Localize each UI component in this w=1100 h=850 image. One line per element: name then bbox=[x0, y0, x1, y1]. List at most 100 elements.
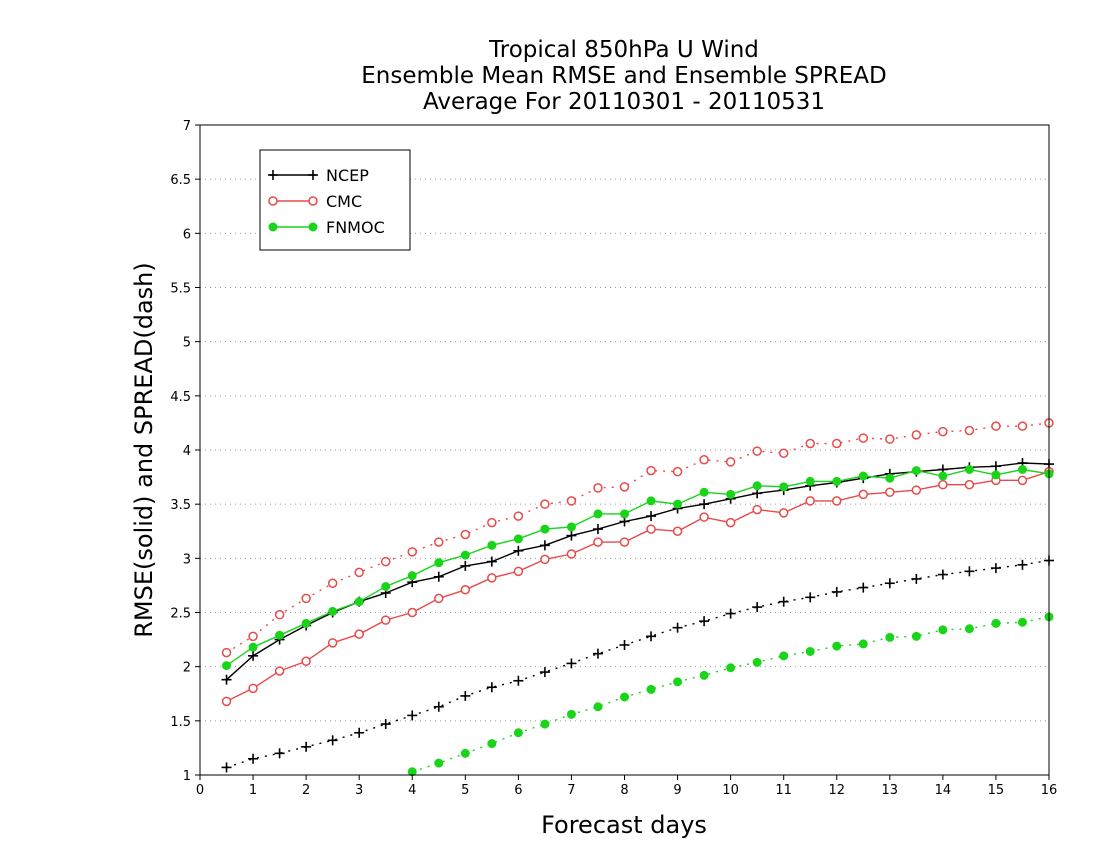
ncep-rmse-point bbox=[699, 499, 710, 510]
cmc-spread-point bbox=[752, 446, 762, 456]
y-tick-label: 3.5 bbox=[170, 498, 191, 513]
fnmoc-rmse-point bbox=[938, 471, 948, 481]
cmc-spread-point bbox=[672, 466, 683, 477]
ncep-rmse-line bbox=[226, 462, 1050, 681]
ncep-spread-point bbox=[699, 616, 710, 627]
fnmoc-spread-point bbox=[434, 758, 444, 768]
x-tick-label: 3 bbox=[355, 783, 363, 798]
legend-marker-fnmoc bbox=[308, 222, 318, 232]
cmc-spread-point bbox=[354, 567, 364, 578]
cmc-rmse-point bbox=[885, 487, 895, 497]
ncep-rmse-point bbox=[460, 560, 471, 571]
cmc-rmse-point bbox=[1017, 475, 1028, 486]
cmc-spread-point bbox=[248, 631, 258, 642]
fnmoc-rmse-point bbox=[407, 571, 417, 581]
cmc-rmse-point bbox=[513, 566, 524, 577]
fnmoc-rmse-point bbox=[275, 630, 285, 640]
x-tick-label: 9 bbox=[673, 783, 681, 798]
fnmoc-rmse-point bbox=[805, 476, 815, 486]
fnmoc-rmse-point bbox=[487, 540, 497, 550]
legend-marker-cmc bbox=[268, 196, 278, 206]
cmc-rmse-point bbox=[858, 489, 869, 500]
cmc-rmse-point bbox=[699, 512, 709, 522]
y-tick-label: 6 bbox=[183, 227, 191, 242]
x-tick-label: 0 bbox=[196, 783, 204, 798]
ncep-rmse-point bbox=[513, 545, 524, 556]
x-tick-label: 7 bbox=[567, 783, 575, 798]
fnmoc-spread-line bbox=[412, 616, 1050, 773]
ncep-spread-point bbox=[301, 741, 312, 752]
ncep-spread-point bbox=[778, 596, 789, 607]
ncep-spread-point bbox=[274, 748, 285, 759]
cmc-rmse-point bbox=[460, 585, 471, 595]
legend: NCEP CMC FNMOC bbox=[259, 149, 411, 251]
fnmoc-rmse-point bbox=[964, 465, 974, 474]
ncep-spread-point bbox=[486, 682, 497, 693]
legend-marker-fnmoc bbox=[268, 222, 278, 232]
ncep-rmse-point bbox=[592, 524, 603, 535]
cmc-rmse-point bbox=[778, 508, 789, 518]
ncep-spread-point bbox=[752, 602, 763, 613]
x-tick-label: 13 bbox=[882, 783, 899, 798]
ncep-spread-point bbox=[380, 719, 391, 730]
ncep-rmse-point bbox=[486, 556, 497, 567]
plot-series bbox=[221, 418, 1054, 777]
fnmoc-rmse-point bbox=[779, 482, 789, 492]
ncep-spread-point bbox=[964, 566, 975, 577]
fnmoc-rmse-point bbox=[301, 618, 311, 628]
fnmoc-spread-point bbox=[752, 657, 762, 667]
cmc-rmse-point bbox=[380, 615, 391, 625]
ncep-spread-point bbox=[990, 563, 1001, 574]
x-tick-label: 2 bbox=[302, 783, 310, 798]
ncep-spread-point bbox=[937, 569, 948, 580]
ncep-rmse-point bbox=[990, 461, 1001, 472]
cmc-spread-point bbox=[513, 511, 524, 521]
x-tick-label: 4 bbox=[408, 783, 416, 798]
cmc-spread-point bbox=[805, 438, 815, 449]
cmc-rmse-point bbox=[964, 479, 975, 490]
ncep-spread-line bbox=[226, 559, 1050, 769]
cmc-spread-point bbox=[938, 426, 948, 437]
fnmoc-rmse-point bbox=[434, 558, 444, 568]
cmc-rmse-point bbox=[221, 696, 232, 707]
fnmoc-spread-point bbox=[832, 641, 842, 651]
cmc-spread-point bbox=[540, 499, 550, 509]
y-tick-label: 5 bbox=[183, 336, 191, 351]
cmc-spread-point bbox=[964, 425, 975, 436]
legend-marker-ncep bbox=[268, 170, 278, 180]
cmc-rmse-point bbox=[327, 638, 338, 648]
fnmoc-rmse-line bbox=[226, 468, 1050, 667]
fnmoc-spread-point bbox=[646, 684, 656, 694]
fnmoc-rmse-point bbox=[566, 522, 576, 532]
cmc-spread-point bbox=[885, 434, 895, 444]
fnmoc-spread-point bbox=[779, 651, 789, 661]
ncep-rmse-point bbox=[646, 511, 657, 522]
fnmoc-spread-point bbox=[858, 639, 868, 649]
fnmoc-spread-point bbox=[566, 709, 576, 719]
fnmoc-spread-point bbox=[1017, 617, 1027, 627]
cmc-rmse-point bbox=[619, 537, 630, 547]
cmc-spread-point bbox=[725, 457, 736, 467]
ncep-spread-point bbox=[858, 582, 869, 593]
cmc-rmse-point bbox=[805, 496, 815, 506]
x-tick-label: 6 bbox=[514, 783, 522, 798]
x-tick-label: 16 bbox=[1041, 783, 1058, 798]
fnmoc-rmse-point bbox=[460, 550, 470, 560]
cmc-spread-point bbox=[434, 537, 444, 547]
fnmoc-spread-point bbox=[460, 748, 470, 758]
y-tick-label: 5.5 bbox=[170, 282, 191, 297]
y-tick-label: 1.5 bbox=[170, 715, 191, 730]
fnmoc-spread-point bbox=[964, 624, 974, 634]
fnmoc-spread-point bbox=[593, 702, 603, 712]
fnmoc-rmse-point bbox=[222, 661, 232, 671]
cmc-spread-point bbox=[407, 547, 417, 557]
cmc-spread-point bbox=[699, 455, 709, 465]
fnmoc-rmse-point bbox=[885, 473, 895, 483]
fnmoc-rmse-point bbox=[593, 509, 603, 519]
cmc-rmse-point bbox=[248, 683, 258, 694]
fnmoc-rmse-point bbox=[991, 470, 1001, 480]
title-line-1: Tropical 850hPa U Wind bbox=[488, 37, 759, 63]
cmc-spread-point bbox=[778, 448, 789, 458]
cmc-spread-point bbox=[858, 433, 869, 443]
